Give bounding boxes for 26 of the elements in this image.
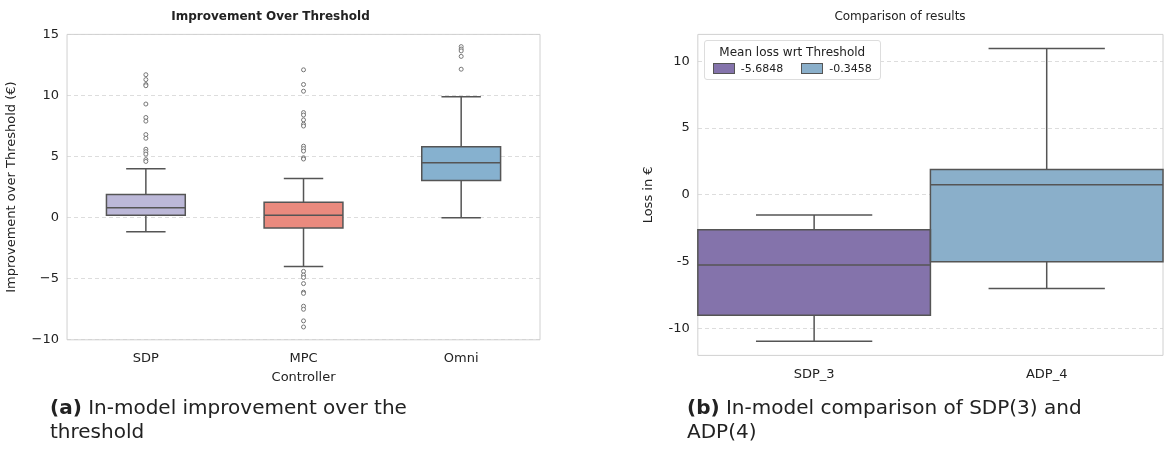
x-tick-label: MPC bbox=[289, 349, 318, 365]
legend-label: -5.6848 bbox=[740, 62, 784, 76]
legend-title: Mean loss wrt Threshold bbox=[718, 45, 867, 60]
y-tick-label: -10 bbox=[668, 320, 690, 336]
x-tick-label: ADP_4 bbox=[1025, 365, 1068, 381]
legend-label: -0.3458 bbox=[829, 62, 872, 76]
y-tick-label: 10 bbox=[42, 86, 60, 102]
chart-title: Improvement Over Threshold bbox=[171, 9, 370, 24]
text: (a) In-model improvement over the threshold bbox=[50, 395, 407, 443]
x-tick-label: Omni bbox=[443, 349, 479, 365]
y-tick-label: 10 bbox=[673, 52, 690, 68]
x-tick-label: SDP_3 bbox=[793, 365, 835, 381]
y-tick-label: -5 bbox=[676, 253, 690, 269]
y-tick-label: 0 bbox=[50, 209, 60, 225]
chart-title: Comparison of results bbox=[834, 9, 966, 24]
y-tick-label: −5 bbox=[39, 270, 60, 286]
y-tick-label: 0 bbox=[681, 186, 690, 202]
y-tick-label: 5 bbox=[50, 147, 60, 163]
y-tick-label: 5 bbox=[681, 119, 690, 135]
y-axis-title: Improvement over Threshold (€) bbox=[3, 81, 19, 293]
x-tick-label: SDP bbox=[132, 349, 160, 365]
x-axis-title: Controller bbox=[271, 368, 337, 384]
y-tick-label: 15 bbox=[42, 25, 60, 41]
y-axis-title: Loss in € bbox=[640, 166, 656, 224]
y-tick-label: −10 bbox=[31, 331, 60, 347]
text: (b) In-model comparison of SDP(3) and ADP(4) bbox=[687, 395, 1082, 443]
